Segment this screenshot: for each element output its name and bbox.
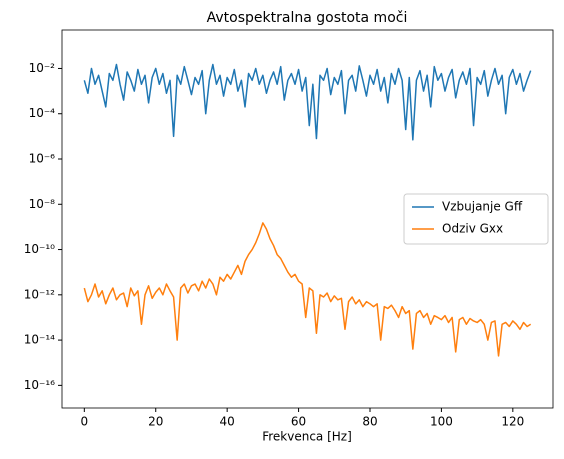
y-tick-label: 10⁻⁸ (29, 197, 56, 211)
legend-label: Odziv Gxx (442, 222, 503, 236)
x-tick-label: 60 (291, 415, 306, 429)
y-tick-label: 10⁻¹⁰ (24, 242, 55, 256)
legend-label: Vzbujanje Gff (442, 200, 523, 214)
y-tick-label: 10⁻¹⁶ (24, 378, 55, 392)
x-tick-label: 80 (362, 415, 377, 429)
x-tick-label: 120 (501, 415, 524, 429)
y-tick-label: 10⁻² (29, 61, 56, 75)
x-axis-label: Frekvenca [Hz] (262, 430, 352, 444)
legend-box (403, 193, 549, 245)
y-tick-label: 10⁻¹² (24, 287, 55, 301)
series-line (83, 222, 532, 357)
x-tick-label: 0 (80, 415, 88, 429)
x-tick-label: 20 (148, 415, 163, 429)
chart-title: Avtospektralna gostota moči (207, 10, 408, 26)
series-line (83, 63, 532, 141)
plot-frame (61, 29, 554, 409)
y-tick-label: 10⁻⁴ (29, 106, 56, 120)
y-tick-label: 10⁻⁶ (29, 152, 56, 166)
x-tick-label: 100 (430, 415, 453, 429)
x-tick-label: 40 (220, 415, 235, 429)
y-tick-label: 10⁻¹⁴ (24, 333, 55, 347)
